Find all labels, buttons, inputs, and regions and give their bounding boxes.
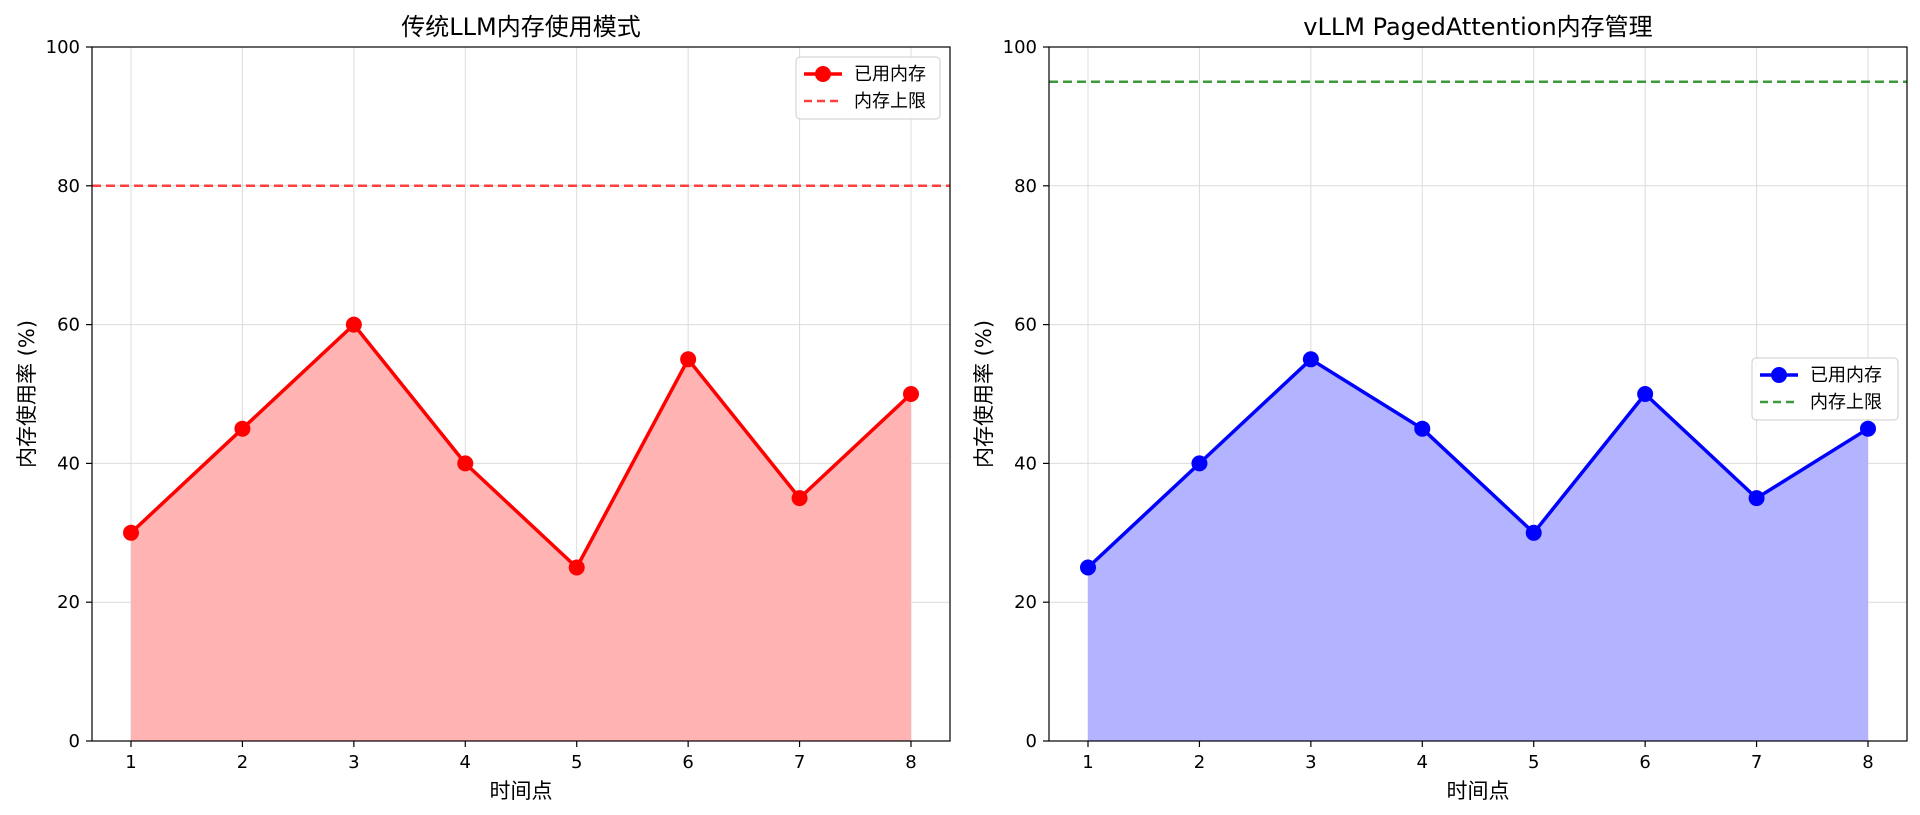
chart-title: 传统LLM内存使用模式 bbox=[401, 13, 640, 41]
plot-frame bbox=[1048, 46, 1908, 742]
data-point-3 bbox=[1302, 351, 1319, 368]
y-tick-label: 60 bbox=[57, 315, 80, 336]
data-point-7 bbox=[791, 490, 808, 507]
data-point-6 bbox=[1637, 386, 1654, 402]
plot-frame bbox=[91, 46, 951, 742]
chart-panel-1: 1 2 3 4 5 6 7 8020406080100传统LLM内存使用模式时间点内存使用率 … bbox=[15, 13, 951, 803]
x-tick-label: 3 bbox=[348, 752, 359, 773]
y-tick-label: 80 bbox=[57, 176, 80, 197]
y-tick-label: 60 bbox=[1014, 315, 1037, 336]
y-axis-label: 内存使用率 (%) bbox=[15, 320, 39, 468]
legend-label-used: 已用内存 bbox=[1810, 365, 1882, 386]
y-tick-label: 40 bbox=[1014, 453, 1037, 474]
y-tick-label: 20 bbox=[1014, 592, 1037, 613]
x-tick-label: 6 bbox=[1639, 752, 1650, 773]
data-point-2 bbox=[234, 420, 251, 437]
x-tick-label: 8 bbox=[905, 752, 916, 773]
data-point-1 bbox=[1080, 559, 1096, 576]
x-tick-label: 1 bbox=[1082, 752, 1093, 773]
data-point-5 bbox=[1525, 524, 1542, 541]
data-point-1 bbox=[123, 524, 139, 541]
y-tick-label: 0 bbox=[1026, 731, 1037, 752]
x-tick-label: 7 bbox=[1751, 752, 1762, 773]
y-tick-label: 80 bbox=[1014, 176, 1037, 197]
legend-swatch-marker bbox=[1771, 367, 1787, 383]
data-point-4 bbox=[1414, 420, 1431, 437]
legend-label-used: 已用内存 bbox=[854, 64, 926, 85]
legend-label-limit: 内存上限 bbox=[854, 91, 926, 112]
y-tick-label: 100 bbox=[46, 37, 80, 58]
x-tick-label: 3 bbox=[1305, 752, 1316, 773]
data-point-4 bbox=[457, 455, 474, 472]
x-tick-label: 7 bbox=[794, 752, 805, 773]
x-tick-label: 4 bbox=[1417, 752, 1428, 773]
data-point-5 bbox=[568, 559, 585, 576]
y-tick-label: 40 bbox=[57, 453, 80, 474]
legend-swatch-marker bbox=[815, 66, 831, 82]
legend-label-limit: 内存上限 bbox=[1810, 392, 1882, 413]
data-point-7 bbox=[1748, 490, 1765, 507]
x-tick-label: 2 bbox=[237, 752, 248, 773]
x-axis-label: 时间点 bbox=[490, 779, 553, 803]
series-area bbox=[1088, 359, 1868, 741]
series-area bbox=[131, 324, 911, 741]
data-point-8 bbox=[1860, 420, 1876, 437]
chart-title: vLLM PagedAttention内存管理 bbox=[1303, 13, 1652, 41]
y-tick-label: 0 bbox=[69, 731, 80, 752]
y-tick-label: 100 bbox=[1003, 37, 1037, 58]
data-point-2 bbox=[1191, 455, 1208, 472]
data-point-6 bbox=[680, 351, 697, 368]
y-tick-label: 20 bbox=[57, 592, 80, 613]
x-tick-label: 8 bbox=[1862, 752, 1873, 773]
x-tick-label: 5 bbox=[1528, 752, 1539, 773]
y-axis-label: 内存使用率 (%) bbox=[972, 320, 996, 468]
series-line bbox=[129, 322, 913, 570]
data-point-3 bbox=[345, 316, 362, 333]
x-tick-label: 6 bbox=[682, 752, 693, 773]
x-tick-label: 4 bbox=[460, 752, 471, 773]
series-line bbox=[1086, 357, 1869, 569]
x-tick-label: 2 bbox=[1194, 752, 1205, 773]
x-tick-label: 1 bbox=[125, 752, 136, 773]
x-tick-label: 5 bbox=[571, 752, 582, 773]
data-point-8 bbox=[903, 386, 919, 402]
x-axis-label: 时间点 bbox=[1447, 779, 1510, 803]
